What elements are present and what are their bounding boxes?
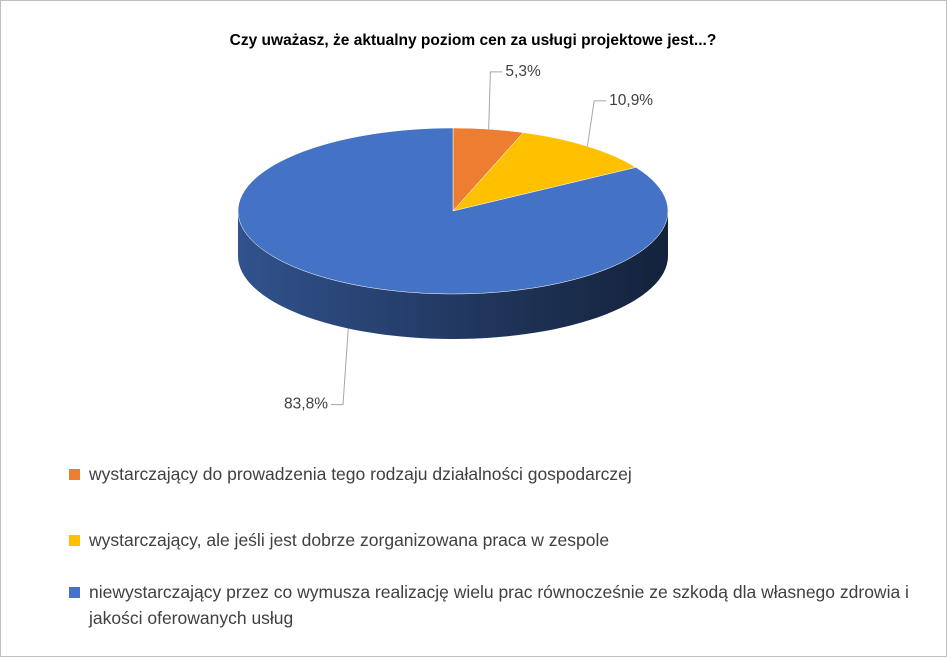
legend-item: niewystarczający przez co wymusza realiz… [69,579,929,631]
chart-title: Czy uważasz, że aktualny poziom cen za u… [230,32,717,49]
data-label: 83,8% [284,396,328,413]
data-label: 10,9% [609,92,653,109]
legend-label: wystarczający do prowadzenia tego rodzaj… [89,464,632,484]
legend-swatch [69,535,80,546]
slice [237,127,669,295]
legend-item: wystarczający, ale jeśli jest dobrze zor… [69,527,929,553]
legend-swatch [69,469,80,480]
legend-label: wystarczający, ale jeśli jest dobrze zor… [89,530,610,550]
legend-swatch [69,587,80,598]
leader-line [488,71,503,130]
data-label: 5,3% [505,63,541,80]
legend-label: niewystarczający przez co wymusza realiz… [89,582,909,628]
leader-line [331,328,349,406]
slice-side [238,211,668,339]
legend-item: wystarczający do prowadzenia tego rodzaj… [69,461,929,487]
slice [452,132,637,212]
pie-area: Czy uważasz, że aktualny poziom cen za u… [230,32,717,413]
leader-line [586,100,607,147]
legend: wystarczający do prowadzenia tego rodzaj… [69,461,929,656]
